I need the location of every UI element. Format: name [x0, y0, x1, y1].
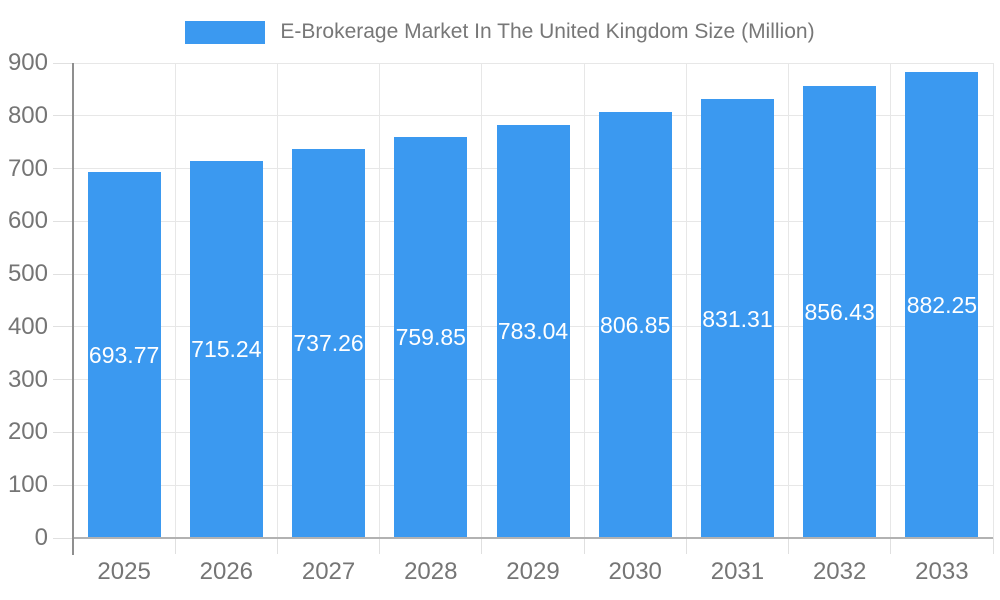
bar-2030[interactable]: 806.85: [598, 112, 672, 538]
bar-value-label: 856.43: [804, 298, 875, 325]
y-axis-label: 200: [7, 418, 48, 446]
y-axis-label: 0: [34, 524, 48, 551]
gridline-v: [992, 63, 994, 538]
y-tick: [53, 326, 73, 328]
y-axis-label: 500: [7, 260, 48, 288]
bar-value-label: 737.26: [293, 330, 364, 357]
x-tick: [890, 538, 892, 554]
bar-2027[interactable]: 737.26: [292, 148, 366, 538]
gridline-v: [481, 63, 483, 538]
bar-value-label: 759.85: [395, 324, 466, 351]
x-tick: [379, 538, 381, 554]
y-axis-label: 800: [7, 101, 48, 129]
bar-value-label: 783.04: [497, 318, 569, 345]
bar-value-label: 806.85: [600, 312, 671, 339]
y-axis-label: 900: [7, 49, 48, 76]
y-axis-label: 400: [7, 312, 48, 340]
x-tick: [685, 538, 687, 554]
y-axis-label: 300: [7, 365, 48, 393]
bar-value-label: 715.24: [191, 336, 262, 363]
x-tick: [481, 538, 483, 554]
x-axis-label: 2029: [506, 558, 560, 585]
x-axis-label: 2025: [97, 558, 151, 585]
x-axis-label: 2028: [404, 558, 458, 585]
y-tick: [53, 62, 73, 64]
gridline-v: [379, 63, 381, 538]
y-tick: [53, 379, 73, 381]
y-tick: [53, 431, 73, 433]
x-axis-label: 2030: [608, 558, 662, 585]
x-axis-label: 2032: [812, 558, 867, 585]
bar-2032[interactable]: 856.43: [803, 85, 877, 538]
x-axis-label: 2026: [199, 558, 254, 585]
y-tick: [53, 537, 73, 539]
x-tick: [583, 538, 585, 554]
bar-2031[interactable]: 831.31: [700, 99, 774, 538]
bar-value-label: 693.77: [88, 341, 160, 368]
bar-2029[interactable]: 783.04: [496, 124, 570, 538]
x-axis-label: 2033: [915, 558, 969, 585]
gridline-v: [788, 63, 790, 538]
y-tick: [53, 484, 73, 486]
x-axis-label: 2027: [301, 558, 356, 585]
gridline-v: [890, 63, 892, 538]
gridline-v: [276, 63, 278, 538]
chart-title: E-Brokerage Market In The United Kingdom…: [280, 20, 815, 43]
x-axis-line: [73, 537, 993, 539]
x-tick: [992, 538, 994, 554]
y-tick: [53, 168, 73, 170]
y-tick: [53, 273, 73, 275]
bar-2028[interactable]: 759.85: [394, 136, 468, 538]
y-tick: [53, 220, 73, 222]
bar-value-label: 882.25: [906, 292, 978, 319]
x-tick: [788, 538, 790, 554]
chart-legend: E-Brokerage Market In The United Kingdom…: [0, 17, 1000, 47]
gridline-v: [174, 63, 176, 538]
gridline-v: [583, 63, 585, 538]
gridline-v: [685, 63, 687, 538]
gridline-h: [73, 62, 993, 64]
bar-2025[interactable]: 693.77: [87, 171, 161, 538]
y-axis-line: [72, 63, 74, 555]
y-axis-label: 700: [7, 154, 48, 182]
bar-2026[interactable]: 715.24: [189, 160, 263, 538]
y-axis-label: 100: [7, 471, 48, 499]
x-axis-label: 2031: [710, 558, 765, 585]
legend-swatch[interactable]: [185, 20, 266, 44]
y-axis-label: 600: [7, 207, 48, 235]
y-tick: [53, 115, 73, 117]
bar-2033[interactable]: 882.25: [905, 72, 979, 538]
gridline-h: [73, 115, 993, 117]
x-tick: [276, 538, 278, 554]
bar-value-label: 831.31: [702, 305, 773, 332]
x-tick: [174, 538, 176, 554]
